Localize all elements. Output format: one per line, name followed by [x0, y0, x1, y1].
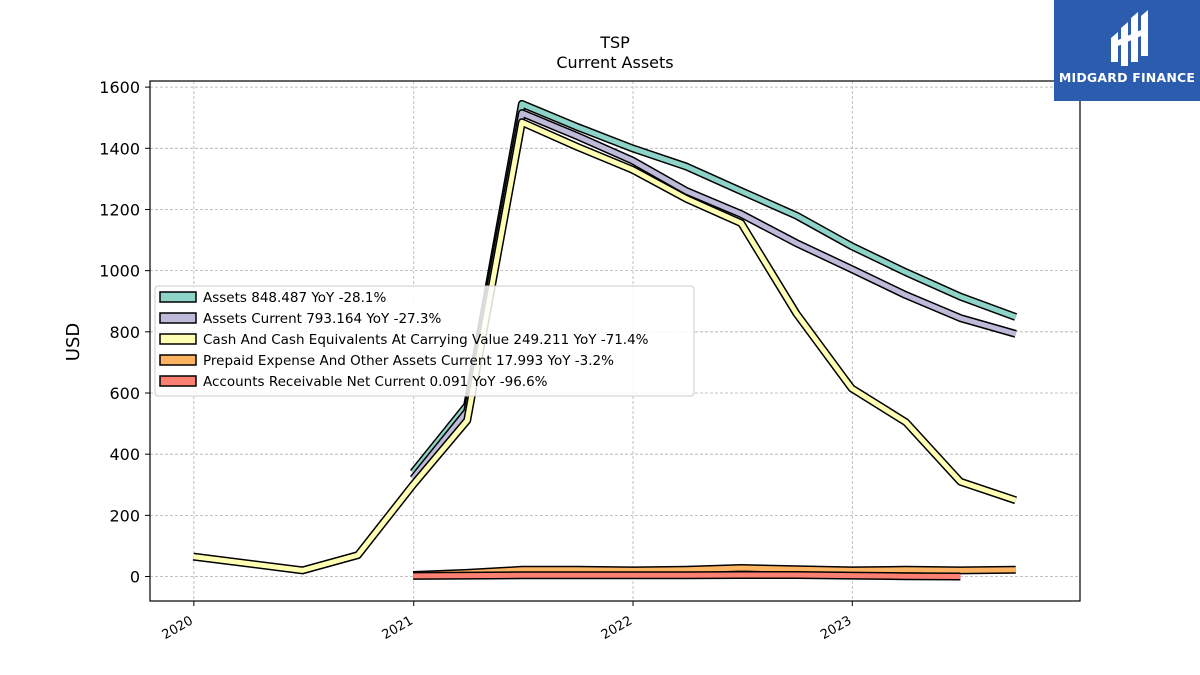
- x-tick-label: 2023: [818, 613, 854, 643]
- legend-box: [154, 285, 695, 397]
- y-tick-label: 1400: [99, 139, 140, 158]
- series-lines: [192, 99, 1018, 581]
- legend-entry: Prepaid Expense And Other Assets Current…: [159, 353, 614, 369]
- legend-entry: Assets Current 793.164 YoY -27.3%: [159, 311, 442, 327]
- series-line: [413, 565, 1016, 578]
- x-tick-label: 2022: [599, 613, 635, 643]
- y-tick-label: 0: [130, 568, 140, 587]
- x-tick-label: 2020: [160, 613, 196, 643]
- legend-label: Prepaid Expense And Other Assets Current…: [203, 353, 614, 369]
- chart-title: TSP: [599, 33, 630, 52]
- y-tick-label: 1000: [99, 262, 140, 281]
- series-line: [192, 119, 1017, 573]
- logo-mark-icon: [1111, 10, 1148, 66]
- series-4: [413, 571, 961, 581]
- series-2: [192, 118, 1017, 575]
- y-tick-label: 800: [109, 323, 140, 342]
- legend-entry: Assets 848.487 YoY -28.1%: [159, 290, 387, 306]
- legend-entry: Cash And Cash Equivalents At Carrying Va…: [159, 332, 649, 348]
- chart-subtitle: Current Assets: [556, 53, 673, 72]
- legend-swatch: [159, 291, 197, 303]
- legend-swatch: [159, 354, 197, 366]
- y-tick-label: 400: [109, 445, 140, 464]
- legend-label: Assets 848.487 YoY -28.1%: [203, 290, 387, 306]
- series-line: [413, 572, 961, 579]
- y-tick-label: 600: [109, 384, 140, 403]
- series-3: [412, 564, 1016, 579]
- legend-label: Cash And Cash Equivalents At Carrying Va…: [203, 332, 649, 348]
- y-tick-label: 200: [109, 506, 140, 525]
- legend-label: Accounts Receivable Net Current 0.091 Yo…: [203, 374, 548, 390]
- y-tick-label: 1200: [99, 200, 140, 219]
- plot-frame: [149, 80, 1081, 602]
- logo-text: MIDGARD FINANCE: [1058, 70, 1196, 85]
- y-tick-label: 1600: [99, 78, 140, 97]
- legend: Assets 848.487 YoY -28.1% Assets Current …: [154, 285, 695, 397]
- x-tick-label: 2021: [380, 613, 416, 643]
- legend-swatch: [159, 375, 197, 387]
- legend-label: Assets Current 793.164 YoY -27.3%: [203, 311, 442, 327]
- legend-entry: Accounts Receivable Net Current 0.091 Yo…: [159, 374, 548, 390]
- y-axis-label: USD: [63, 323, 84, 361]
- brand-logo: MIDGARD FINANCE: [1054, 0, 1200, 101]
- legend-swatch: [159, 333, 197, 345]
- legend-swatch: [159, 312, 197, 324]
